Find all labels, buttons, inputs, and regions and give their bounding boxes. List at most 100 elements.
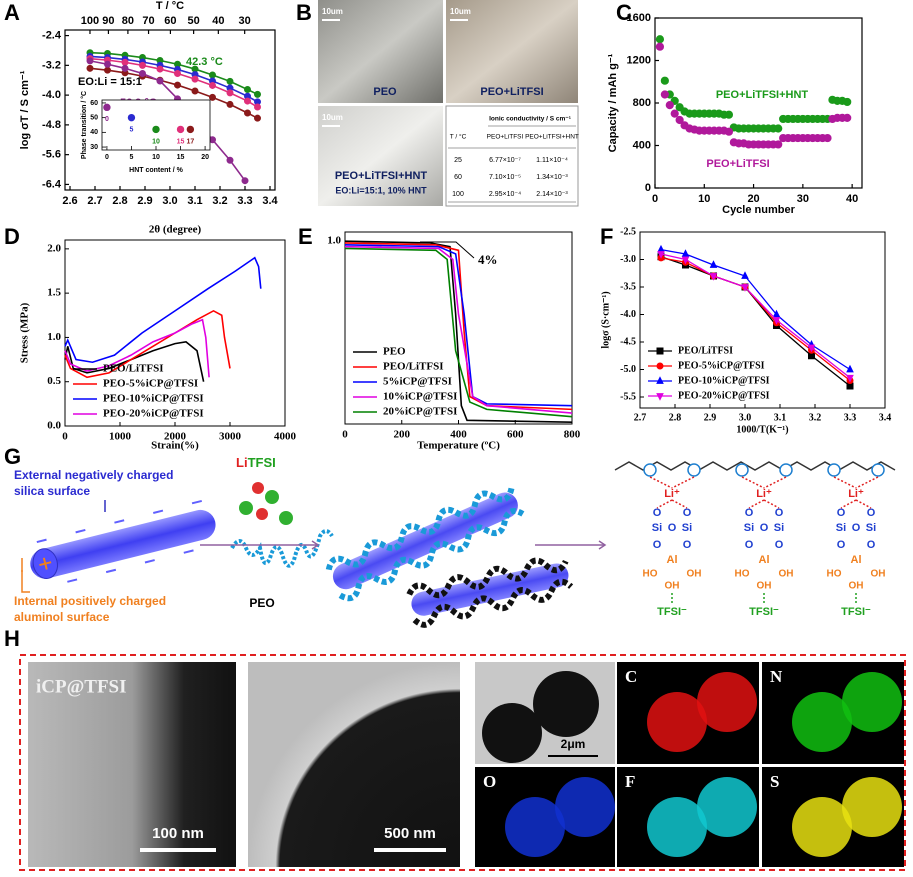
coordination bbox=[763, 476, 787, 489]
panel-g: External negatively charged silica surfa… bbox=[14, 455, 896, 628]
polymer-wrap bbox=[406, 557, 574, 628]
panel-letter: A bbox=[4, 0, 20, 25]
point-label: 5 bbox=[130, 126, 134, 133]
plot-frame bbox=[101, 99, 211, 151]
table-frame bbox=[445, 105, 579, 207]
coordination bbox=[649, 476, 673, 489]
dashed-frame bbox=[19, 654, 906, 871]
marker bbox=[709, 260, 718, 268]
x-tick-label: 2000 bbox=[164, 431, 187, 443]
element-label: S bbox=[770, 772, 779, 791]
table-header: PEO+LiTFSI bbox=[487, 134, 524, 141]
y-tick-label: 0.5 bbox=[47, 375, 61, 387]
polymer-label: PEO bbox=[249, 596, 274, 610]
table-cell: 1.11×10⁻⁴ bbox=[536, 157, 568, 164]
y-tick-label: -3.2 bbox=[42, 59, 61, 71]
x-axis-label: HNT content / % bbox=[129, 167, 183, 174]
x-tick-label: 800 bbox=[564, 429, 581, 441]
marker bbox=[709, 273, 718, 281]
marker bbox=[209, 81, 216, 89]
y-axis-label: logσ (S·cm⁻¹) bbox=[600, 291, 611, 348]
atom-label: OH bbox=[665, 581, 680, 592]
atom-label: OH bbox=[779, 569, 794, 580]
marker bbox=[127, 113, 136, 122]
element-signal bbox=[792, 692, 852, 752]
series-line bbox=[344, 242, 573, 411]
composite-tube bbox=[325, 487, 525, 602]
atom-label: O bbox=[668, 522, 677, 534]
oxygen-ring bbox=[827, 463, 841, 477]
y-tick-label: -4.8 bbox=[42, 119, 61, 131]
legend-marker bbox=[656, 393, 664, 401]
atom-label: HO bbox=[827, 569, 842, 580]
atom-label: Li⁺ bbox=[664, 488, 680, 500]
legend-marker bbox=[656, 376, 664, 384]
point-label: 17 bbox=[186, 138, 194, 145]
table-cell: 60 bbox=[454, 174, 462, 181]
atom-label: Li⁺ bbox=[848, 488, 864, 500]
arrow-head bbox=[311, 540, 320, 550]
x2-tick-label: 30 bbox=[239, 15, 251, 27]
marker bbox=[121, 58, 129, 66]
marker bbox=[174, 81, 181, 89]
legend-label: 10%iCP@TFSI bbox=[383, 391, 457, 403]
series-line bbox=[64, 256, 262, 364]
x-tick-label: 15 bbox=[177, 154, 185, 161]
marker bbox=[843, 97, 852, 107]
x-tick-label: 2.8 bbox=[112, 195, 127, 207]
x-tick-label: 3.0 bbox=[162, 195, 177, 207]
marker bbox=[724, 110, 734, 119]
legend-label: PEO/LiTFSI bbox=[383, 361, 444, 373]
marker bbox=[244, 109, 251, 117]
annotation: 42.3 °C bbox=[186, 56, 223, 68]
y-tick-label: -6.4 bbox=[42, 178, 62, 190]
marker bbox=[772, 317, 781, 325]
legend-label: PEO/LiTFSI bbox=[678, 345, 733, 356]
x2-tick-label: 90 bbox=[102, 15, 114, 27]
series-line bbox=[89, 60, 246, 182]
x-tick-label: 400 bbox=[450, 429, 467, 441]
y-tick-label: 1600 bbox=[627, 12, 651, 24]
element-signal bbox=[792, 797, 852, 857]
element-signal bbox=[697, 672, 757, 732]
scale-label: 500 nm bbox=[384, 825, 436, 842]
panel-letter: C bbox=[616, 0, 632, 25]
x-tick-label: 2.7 bbox=[634, 412, 647, 423]
marker bbox=[675, 115, 684, 125]
negative-charges bbox=[36, 499, 203, 583]
table-cell: 25 bbox=[454, 157, 462, 164]
x-tick-label: 3.0 bbox=[739, 412, 752, 423]
x-tick-label: 40 bbox=[846, 193, 858, 205]
atom-label: OH bbox=[849, 581, 864, 592]
coordination bbox=[855, 476, 879, 489]
image-label: PEO+LiTFSI+HNT bbox=[335, 170, 428, 182]
surface-label: aluminol surface bbox=[14, 610, 110, 624]
marker bbox=[104, 60, 111, 68]
x-tick-label: 0 bbox=[342, 429, 348, 441]
scale-label: 2μm bbox=[561, 737, 586, 751]
image-label: EO:Li=15:1, 10% HNT bbox=[335, 185, 427, 195]
y-tick-label: 1.0 bbox=[47, 331, 61, 343]
marker bbox=[846, 374, 854, 383]
panel-letter: F bbox=[600, 224, 613, 249]
atom-label: TFSI⁻ bbox=[841, 606, 871, 618]
y-tick-label: 40 bbox=[90, 129, 98, 136]
series-line bbox=[660, 253, 851, 379]
coordination bbox=[763, 499, 780, 509]
marker bbox=[724, 127, 734, 136]
marker bbox=[226, 89, 234, 97]
x-tick-label: 2.7 bbox=[87, 195, 102, 207]
table-header: T / °C bbox=[450, 133, 467, 141]
oxygen-ring bbox=[735, 463, 749, 477]
annotation: 4% bbox=[478, 252, 498, 267]
coordination bbox=[671, 476, 695, 489]
x-tick-label: 3000 bbox=[219, 431, 242, 443]
point-label: 0 bbox=[105, 116, 109, 123]
y-tick-label: -4.5 bbox=[620, 336, 636, 347]
panel-b: 10um 10um 10um PEO PEO+LiTFSI PEO+LiTFSI… bbox=[318, 0, 579, 207]
legend-label: PEO-10%iCP@TFSI bbox=[678, 375, 770, 386]
atom-label: Al bbox=[667, 554, 678, 566]
x-tick-label: 4000 bbox=[274, 431, 297, 443]
x-tick-label: 0 bbox=[62, 431, 68, 443]
marker bbox=[176, 125, 185, 134]
